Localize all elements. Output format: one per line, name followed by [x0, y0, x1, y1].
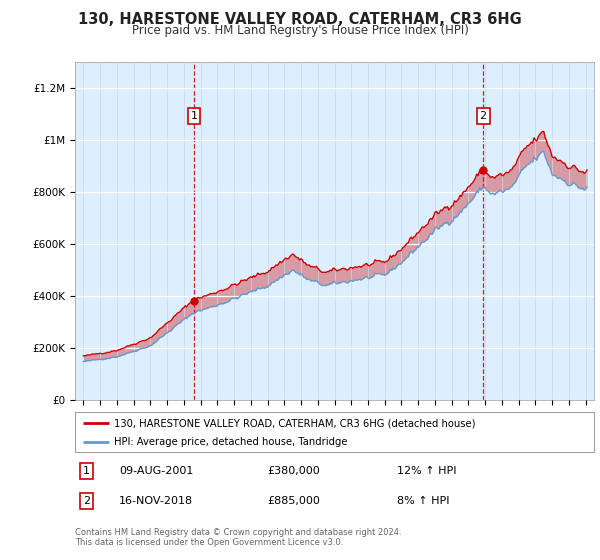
Text: 2: 2: [479, 111, 487, 121]
Text: 1: 1: [83, 466, 90, 476]
Text: 09-AUG-2001: 09-AUG-2001: [119, 466, 193, 476]
Text: 130, HARESTONE VALLEY ROAD, CATERHAM, CR3 6HG: 130, HARESTONE VALLEY ROAD, CATERHAM, CR…: [78, 12, 522, 27]
Text: HPI: Average price, detached house, Tandridge: HPI: Average price, detached house, Tand…: [114, 437, 347, 446]
Text: Contains HM Land Registry data © Crown copyright and database right 2024.
This d: Contains HM Land Registry data © Crown c…: [75, 528, 401, 547]
Text: 16-NOV-2018: 16-NOV-2018: [119, 496, 193, 506]
Text: 8% ↑ HPI: 8% ↑ HPI: [397, 496, 449, 506]
Text: 12% ↑ HPI: 12% ↑ HPI: [397, 466, 456, 476]
Text: 2: 2: [83, 496, 90, 506]
Text: £380,000: £380,000: [267, 466, 320, 476]
Text: 130, HARESTONE VALLEY ROAD, CATERHAM, CR3 6HG (detached house): 130, HARESTONE VALLEY ROAD, CATERHAM, CR…: [114, 418, 475, 428]
Text: £885,000: £885,000: [267, 496, 320, 506]
Text: 1: 1: [190, 111, 197, 121]
Text: Price paid vs. HM Land Registry's House Price Index (HPI): Price paid vs. HM Land Registry's House …: [131, 24, 469, 36]
